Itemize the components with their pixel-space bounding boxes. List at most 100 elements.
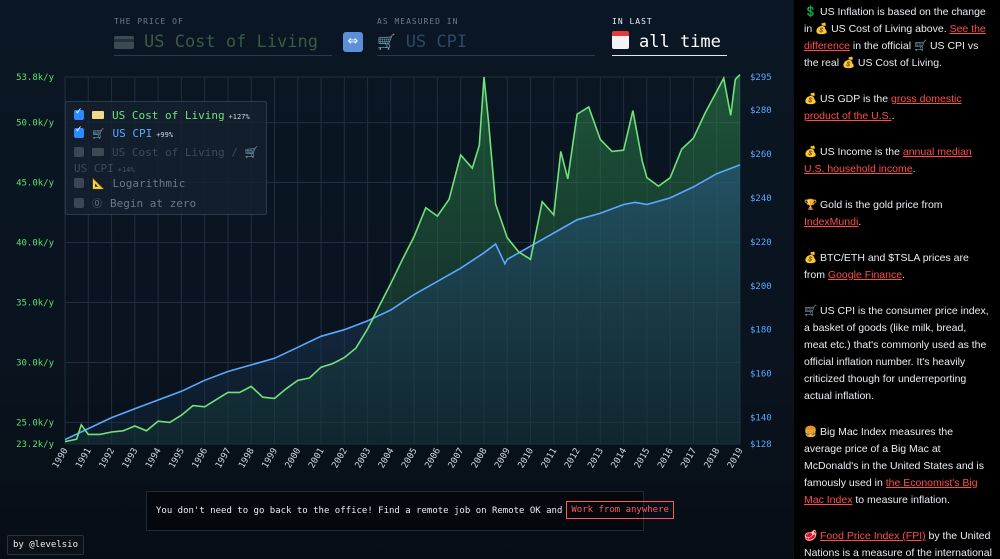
checkbox-cost-of-living[interactable] [74,107,84,120]
x-tick-label: 2013 [586,447,606,471]
period-label: IN LAST [612,17,653,26]
cost-of-living-line [64,74,741,443]
credit-card-icon [92,148,104,156]
zero-icon: ⓪ [92,199,102,210]
shopping-cart-icon: 🛒 [92,129,105,140]
x-tick-label: 1998 [237,447,257,471]
see-difference-link[interactable]: See the difference [804,23,986,52]
credit-card-icon [114,35,134,49]
y-right-tick-label: $140 [750,414,772,424]
work-anywhere-button[interactable]: Work from anywhere [566,501,674,519]
left-right-arrow-icon[interactable]: ⇔ [343,32,363,52]
y-left-tick-label: 50.0k/y [16,119,55,129]
x-tick-label: 2019 [726,447,746,471]
checkbox-logarithmic[interactable] [74,178,84,188]
x-tick-label: 2016 [656,447,676,471]
legend-pct: +127% [228,113,250,121]
price-of-select[interactable]: US Cost of Living [114,30,332,56]
legend-label: Begin at zero [110,197,197,210]
measured-in-value: US CPI [405,32,468,52]
sidebar-text: 💰 US GDP is the [804,93,891,105]
price-of-label: THE PRICE OF [114,17,184,26]
y-left-tick-label: 45.0k/y [16,179,55,189]
checkbox-cpi[interactable] [74,125,84,138]
x-tick-label: 2012 [563,447,583,471]
x-tick-label: 2005 [400,447,420,471]
y-left-tick-label: 23.2k/y [16,440,55,450]
x-tick-label: 1991 [74,447,94,471]
measured-in-select[interactable]: 🛒 US CPI [377,30,595,56]
sidebar-crypto-note: 💰 BTC/ETH and $TSLA prices are from Goog… [804,250,992,284]
x-tick-label: 2014 [610,447,630,471]
x-tick-label: 2009 [493,447,513,471]
y-left-tick-label: 53.8k/y [16,73,55,83]
gdp-link[interactable]: gross domestic product of the U.S. [804,93,962,122]
credit-card-icon [92,111,104,119]
sidebar-bigmac-note: 🍔 Big Mac Index measures the average pri… [804,424,992,509]
period-select[interactable]: all time [612,30,727,56]
measured-in-label: AS MEASURED IN [377,17,459,26]
legend-label: US Cost of Living / 🛒 US CPI [74,146,259,175]
sidebar-text: in the official 🛒 US CPI vs the real 💰 U… [804,40,979,69]
y-right-tick-label: $280 [750,106,772,116]
sidebar-text: 💰 BTC/ETH and $TSLA prices are from [804,252,969,281]
remote-job-banner: You don't need to go back to the office!… [146,491,674,531]
x-tick-label: 2000 [284,447,304,471]
legend-pct: +14% [117,166,135,174]
x-tick-label: 2006 [424,447,444,471]
calendar-icon [612,31,629,49]
x-tick-label: 2007 [447,447,467,471]
legend-item-cpi[interactable]: 🛒 US CPI+99% [74,125,174,140]
indexmundi-link[interactable]: IndexMundi [804,216,859,228]
sidebar-text: 🏆 Gold is the gold price from [804,199,943,211]
price-chart[interactable]: 23.2k/y 25.0k/y 30.0k/y 35.0k/y 40.0k/y 45.0k… [0,64,790,474]
sidebar-text: to measure inflation. [852,494,950,506]
author-byline[interactable]: by @levelsio [7,535,85,555]
legend-item-ratio[interactable]: US Cost of Living / 🛒 US CPI +14% [74,145,264,178]
chart-lines [64,74,741,443]
x-tick-label: 2011 [540,447,560,471]
legend-item-zero[interactable]: ⓪ Begin at zero [74,195,196,210]
sidebar-text: . [912,163,916,175]
legend-item-cost-of-living[interactable]: US Cost of Living+127% [74,107,250,122]
chart-areas [65,74,740,444]
x-tick-label: 1995 [167,447,187,471]
checkbox-ratio[interactable] [74,147,84,157]
sidebar-cpi-note: 🛒 US CPI is the consumer price index, a … [804,305,989,402]
sidebar-text: 🥩 [804,530,820,542]
checkbox-begin-at-zero[interactable] [74,198,84,208]
left-axis: 23.2k/y 25.0k/y 30.0k/y 35.0k/y 40.0k/y 45.0k… [16,73,55,450]
triangle-ruler-icon: 📐 [92,179,105,190]
x-tick-label: 2010 [517,447,537,471]
period-value: all time [639,32,721,52]
legend-item-log[interactable]: 📐 Logarithmic [74,177,185,190]
y-left-tick-label: 30.0k/y [16,358,55,368]
x-tick-label: 2002 [330,447,350,471]
y-right-tick-label: $260 [750,150,772,160]
x-tick-label: 2018 [703,447,723,471]
cpi-line [64,164,741,441]
sidebar-gold-note: 🏆 Gold is the gold price from IndexMundi… [804,197,992,231]
x-tick-label: 2004 [377,447,397,471]
sidebar-income-note: 💰 US Income is the annual median U.S. ho… [804,144,992,178]
big-mac-index-link[interactable]: the Economist's Big Mac Index [804,477,978,506]
y-right-tick-label: $295 [750,73,772,83]
google-finance-link[interactable]: Google Finance [827,269,903,281]
chart-legend: US Cost of Living+127% 🛒 US CPI+99% US Co… [65,101,267,215]
sidebar-gdp-note: 💰 US GDP is the gross domestic product o… [804,91,992,125]
y-right-tick-label: $220 [750,238,772,248]
x-tick-label: 1996 [191,447,211,471]
legend-pct: +99% [156,131,174,139]
food-price-index-link[interactable]: Food Price Index (FPI) [820,530,926,542]
y-left-tick-label: 25.0k/y [16,418,55,428]
y-right-tick-label: $128 [750,440,772,450]
cpi-area [65,164,740,444]
x-tick-label: 2001 [307,447,327,471]
x-tick-label: 1997 [214,447,234,471]
y-right-tick-label: $240 [750,194,772,204]
x-axis: 1990 1991 1992 1993 1994 1995 1996 1997 1998 1999… [51,447,746,471]
legend-label: US CPI [112,127,153,140]
y-left-tick-label: 40.0k/y [16,239,55,249]
income-link[interactable]: annual median U.S. household income [804,146,972,175]
x-tick-label: 2017 [680,447,700,471]
